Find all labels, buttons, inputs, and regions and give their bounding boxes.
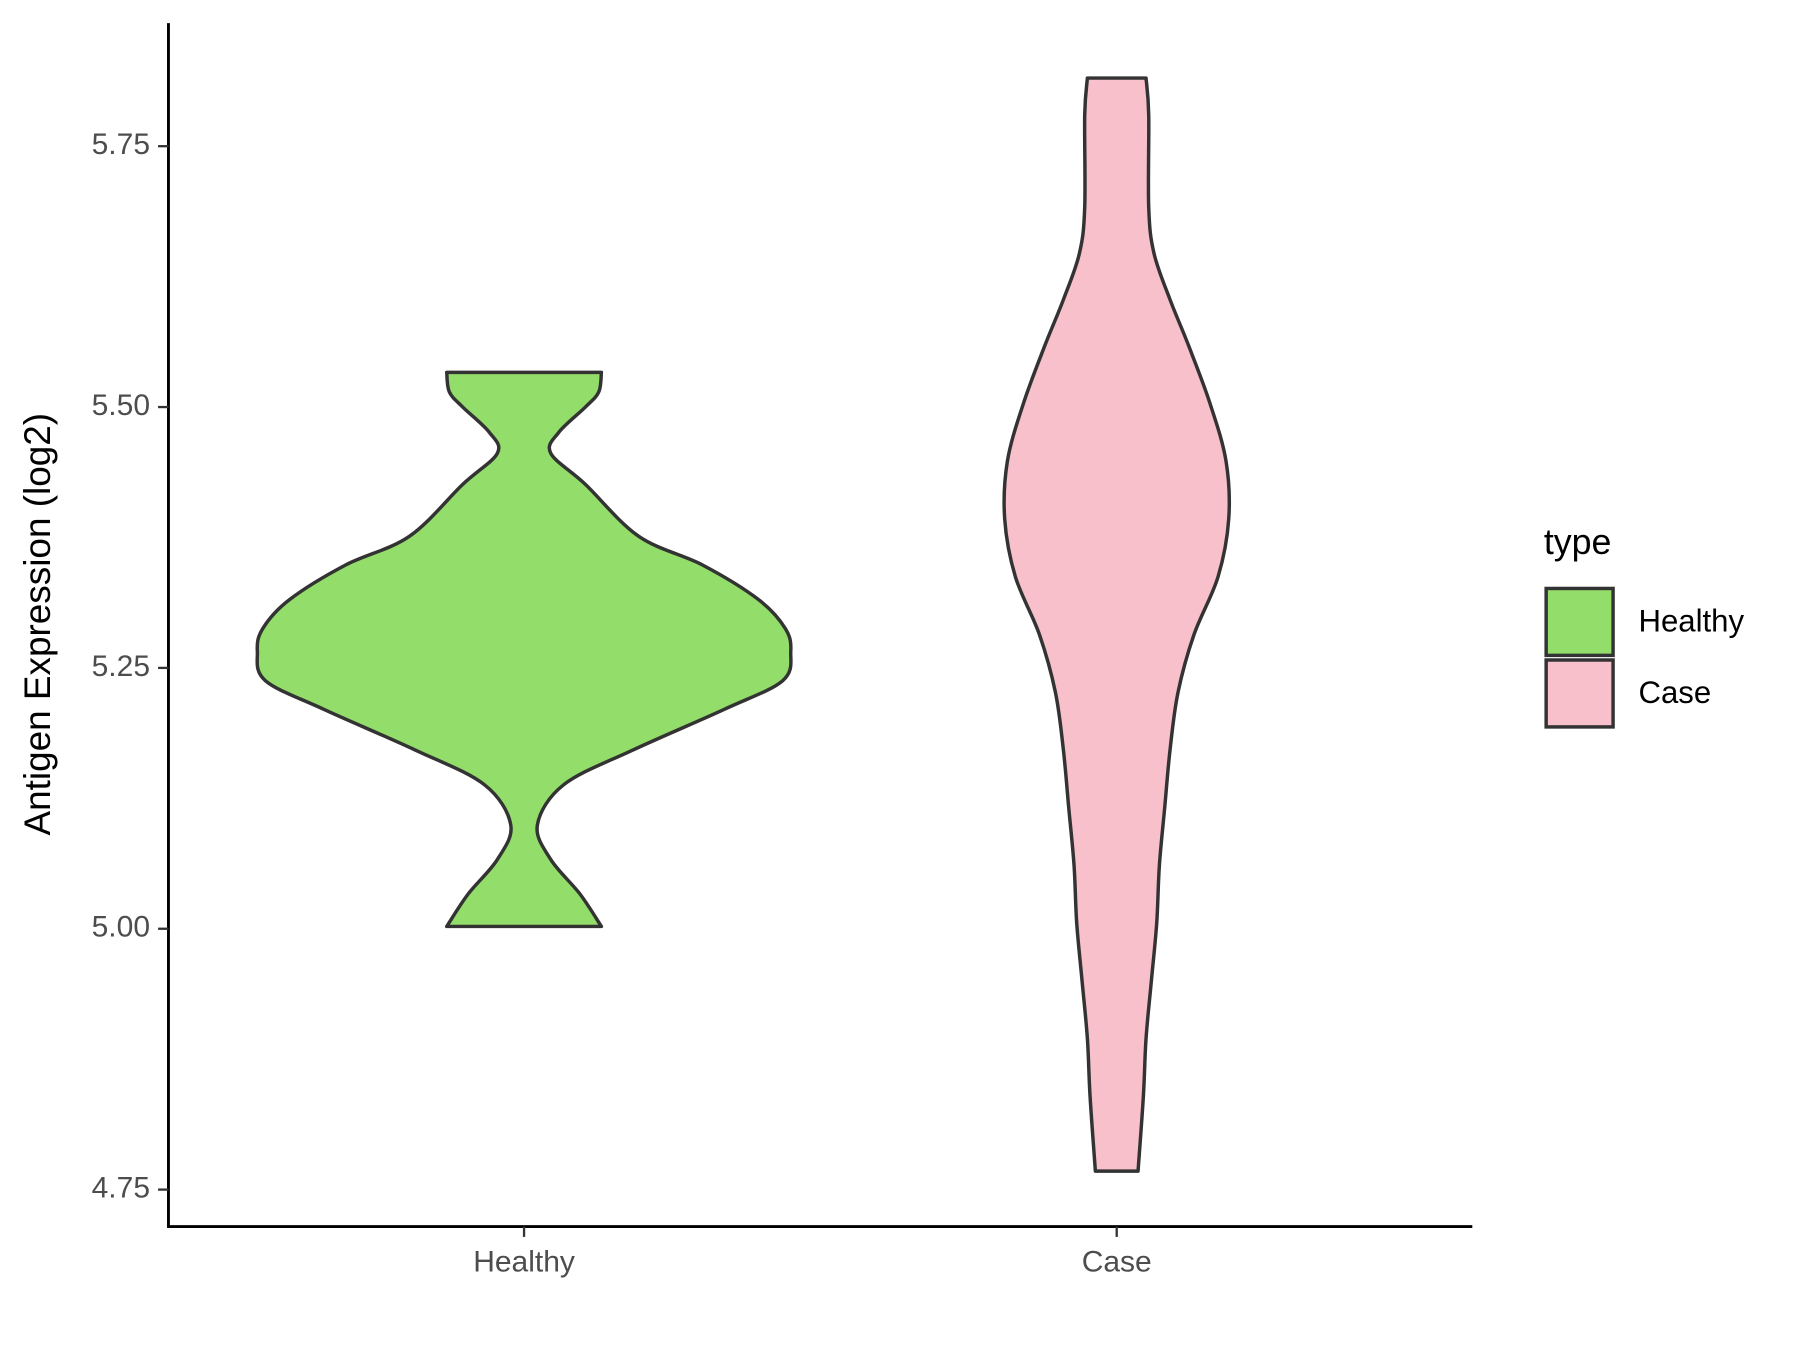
violin (255, 370, 793, 929)
y-tick-label: 5.00 (92, 911, 150, 944)
y-axis-label: Antigen Expression (log2) (17, 413, 58, 836)
violin (1002, 76, 1232, 1173)
x-tick-label: Case (1082, 1245, 1152, 1278)
legend-label: Case (1638, 675, 1711, 710)
legend-key (1544, 658, 1615, 729)
y-tick-label: 4.75 (92, 1172, 150, 1205)
y-tick-label: 5.75 (92, 128, 150, 161)
y-tick-label: 5.25 (92, 650, 150, 683)
legend-key (1544, 586, 1615, 658)
legend-title: type (1544, 522, 1612, 562)
y-tick-label: 5.50 (92, 389, 150, 422)
legend-label: Healthy (1638, 603, 1744, 638)
x-tick-label: Healthy (473, 1245, 575, 1278)
